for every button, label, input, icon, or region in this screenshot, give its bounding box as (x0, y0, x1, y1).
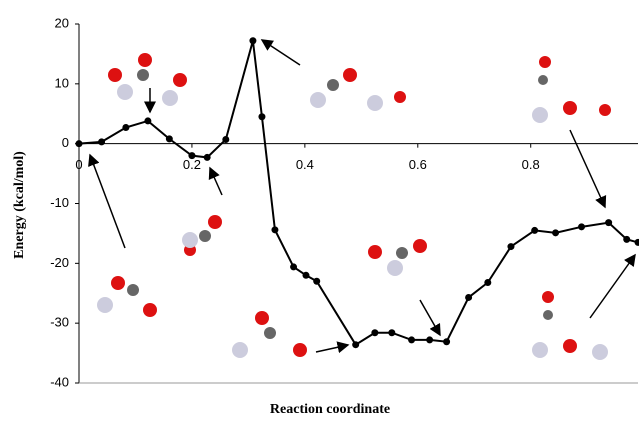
point (507, 243, 514, 250)
x-axis-title: Reaction coordinate (270, 402, 390, 417)
point (258, 113, 265, 120)
point (290, 263, 297, 270)
point (465, 294, 472, 301)
point (426, 336, 433, 343)
point (313, 278, 320, 285)
x-tick-label: 0.8 (522, 157, 540, 172)
point (249, 37, 256, 44)
point (605, 219, 612, 226)
y-axis-title: Energy (kcal/mol) (12, 151, 27, 259)
chart: Energy (kcal/mol) Reaction coordinate -4… (0, 0, 639, 422)
point (166, 135, 173, 142)
point (222, 136, 229, 143)
point (122, 124, 129, 131)
point (371, 329, 378, 336)
point (271, 226, 278, 233)
point (76, 140, 83, 147)
molecule-illustrations (97, 53, 611, 360)
point (388, 329, 395, 336)
point (578, 223, 585, 230)
x-tick-label: 0.4 (296, 157, 314, 172)
y-tick-label: -10 (50, 195, 69, 210)
y-tick-label: -40 (50, 374, 69, 389)
point (443, 338, 450, 345)
y-tick-label: 0 (62, 135, 69, 150)
y-tick-label: -30 (50, 315, 69, 330)
y-tick-label: 10 (55, 75, 69, 90)
point (204, 154, 211, 161)
point (302, 272, 309, 279)
point (623, 236, 630, 243)
y-tick-label: -20 (50, 255, 69, 270)
y-tick-label: 20 (55, 15, 69, 30)
line (79, 41, 638, 345)
point (484, 279, 491, 286)
point (98, 138, 105, 145)
point (635, 239, 639, 246)
point (552, 229, 559, 236)
x-tick-label: 0 (75, 157, 82, 172)
arrows (90, 40, 635, 352)
x-tick-label: 0.2 (183, 157, 201, 172)
point (144, 117, 151, 124)
x-tick-label: 0.6 (409, 157, 427, 172)
point (188, 152, 195, 159)
point (352, 341, 359, 348)
point (408, 336, 415, 343)
point (531, 227, 538, 234)
